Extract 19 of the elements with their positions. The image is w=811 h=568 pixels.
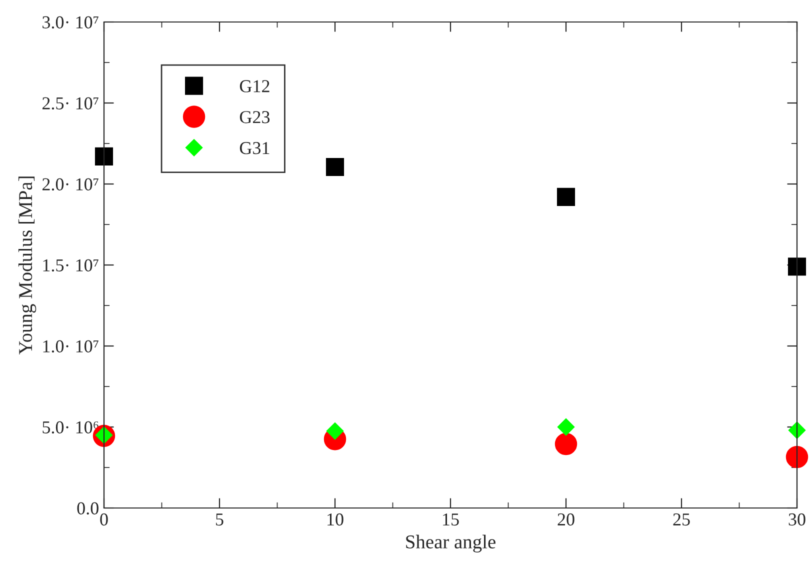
legend-label: G12 — [240, 80, 270, 92]
x-tick-label: 15 — [443, 513, 459, 526]
x-axis-title: Shear angle — [406, 534, 496, 552]
x-tick-label: 5 — [216, 514, 224, 526]
x-tick-label: 25 — [673, 513, 690, 526]
y-tick-label: 1.5· 10⁷ — [43, 259, 98, 272]
y-tick-label: 5.0· 10⁶ — [42, 421, 98, 434]
y-tick-label: 1.0· 10⁷ — [43, 340, 98, 353]
legend-label: G23 — [240, 111, 270, 124]
y-axis-title: Young Modulus [MPa] — [18, 176, 36, 355]
x-tick-label: 20 — [558, 513, 574, 526]
y-tick-label: 3.0· 10⁷ — [42, 16, 98, 29]
x-tick-label: 10 — [328, 513, 344, 526]
y-tick-label: 0.0 — [77, 502, 98, 515]
y-tick-label: 2.5· 10⁷ — [42, 97, 98, 110]
x-tick-label: 0 — [100, 513, 108, 526]
legend-label: G31 — [240, 142, 270, 154]
y-tick-label: 2.0· 10⁷ — [42, 178, 98, 191]
x-tick-label: 30 — [788, 513, 806, 526]
